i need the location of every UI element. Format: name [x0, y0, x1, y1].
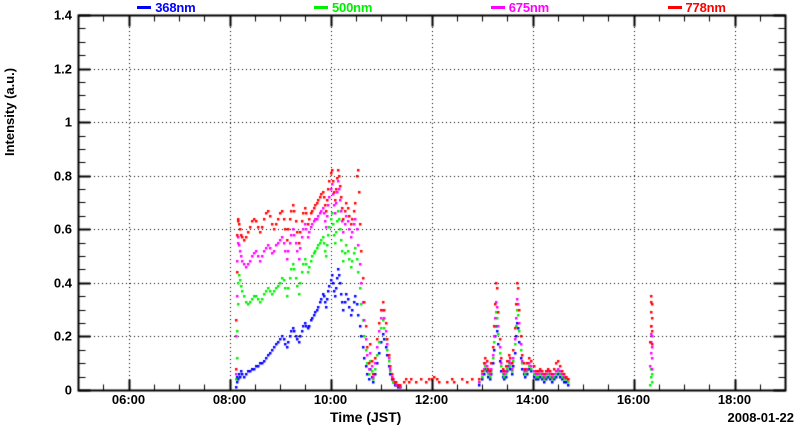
x-tick-label: 14:00 — [515, 392, 550, 407]
x-axis-title: Time (JST) — [330, 409, 402, 425]
y-tick-label: 1.4 — [53, 7, 72, 23]
legend-item-778nm[interactable]: 778nm — [667, 0, 726, 15]
x-tick-label: 08:00 — [212, 392, 247, 407]
legend-item-500nm[interactable]: 500nm — [314, 1, 372, 14]
x-tick-label: 10:00 — [313, 392, 348, 407]
legend-label-500nm: 500nm — [332, 0, 373, 15]
legend-label-368nm: 368nm — [155, 0, 196, 15]
y-tick-label: 0.8 — [53, 168, 72, 184]
legend-swatch-500nm — [314, 6, 329, 9]
legend-item-368nm[interactable]: 368nm — [137, 0, 196, 15]
x-tick-label: 18:00 — [717, 392, 752, 407]
legend-swatch-675nm — [490, 6, 505, 9]
y-tick-label: 0.6 — [53, 221, 72, 237]
legend-label-675nm: 675nm — [508, 0, 549, 15]
legend-swatch-778nm — [667, 6, 682, 9]
x-tick-label: 16:00 — [616, 392, 651, 407]
y-tick-label: 0.2 — [53, 328, 72, 344]
legend-swatch-368nm — [137, 6, 152, 9]
legend-label-778nm: 778nm — [685, 0, 726, 15]
y-tick-label: 0 — [64, 382, 72, 398]
legend-item-675nm[interactable]: 675nm — [490, 0, 549, 15]
y-axis-title: Intensity (a.u.) — [2, 67, 17, 156]
y-tick-label: 0.4 — [53, 275, 72, 291]
y-tick-label: 1 — [64, 114, 72, 130]
date-label: 2008-01-22 — [727, 410, 795, 425]
y-tick-label: 1.2 — [53, 61, 72, 77]
chart-legend: 368nm 500nm 675nm 778nm — [78, 0, 785, 15]
x-tick-label: 06:00 — [111, 392, 146, 407]
x-tick-label: 12:00 — [414, 392, 449, 407]
